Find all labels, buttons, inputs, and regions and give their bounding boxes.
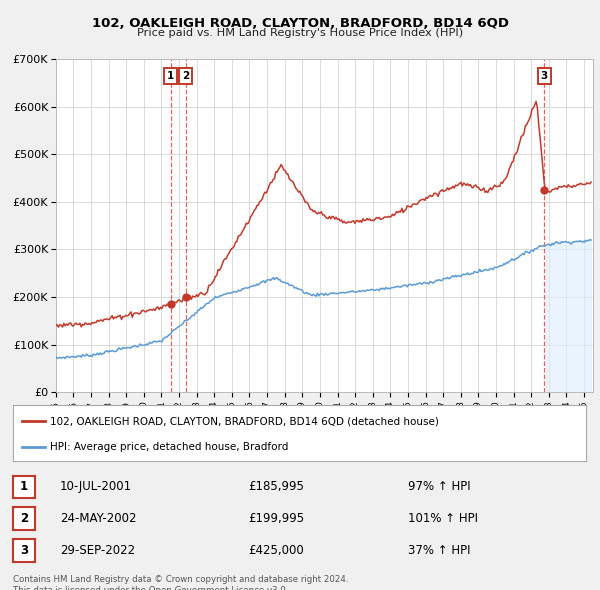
Text: 3: 3 <box>20 544 28 557</box>
Text: 101% ↑ HPI: 101% ↑ HPI <box>408 512 478 525</box>
Text: HPI: Average price, detached house, Bradford: HPI: Average price, detached house, Brad… <box>50 442 289 453</box>
Text: 24-MAY-2002: 24-MAY-2002 <box>60 512 137 525</box>
Text: Contains HM Land Registry data © Crown copyright and database right 2024.
This d: Contains HM Land Registry data © Crown c… <box>13 575 349 590</box>
Text: 3: 3 <box>541 71 548 81</box>
Text: 2: 2 <box>182 71 190 81</box>
Text: £185,995: £185,995 <box>248 480 304 493</box>
Text: £425,000: £425,000 <box>248 544 304 557</box>
Text: 1: 1 <box>167 71 175 81</box>
Text: 102, OAKLEIGH ROAD, CLAYTON, BRADFORD, BD14 6QD: 102, OAKLEIGH ROAD, CLAYTON, BRADFORD, B… <box>91 17 509 30</box>
Text: 29-SEP-2022: 29-SEP-2022 <box>60 544 135 557</box>
Text: 102, OAKLEIGH ROAD, CLAYTON, BRADFORD, BD14 6QD (detached house): 102, OAKLEIGH ROAD, CLAYTON, BRADFORD, B… <box>50 416 439 426</box>
Text: Price paid vs. HM Land Registry's House Price Index (HPI): Price paid vs. HM Land Registry's House … <box>137 28 463 38</box>
Text: £199,995: £199,995 <box>248 512 304 525</box>
Text: 2: 2 <box>20 512 28 525</box>
Text: 97% ↑ HPI: 97% ↑ HPI <box>408 480 470 493</box>
Text: 10-JUL-2001: 10-JUL-2001 <box>60 480 132 493</box>
Text: 37% ↑ HPI: 37% ↑ HPI <box>408 544 470 557</box>
Text: 1: 1 <box>20 480 28 493</box>
